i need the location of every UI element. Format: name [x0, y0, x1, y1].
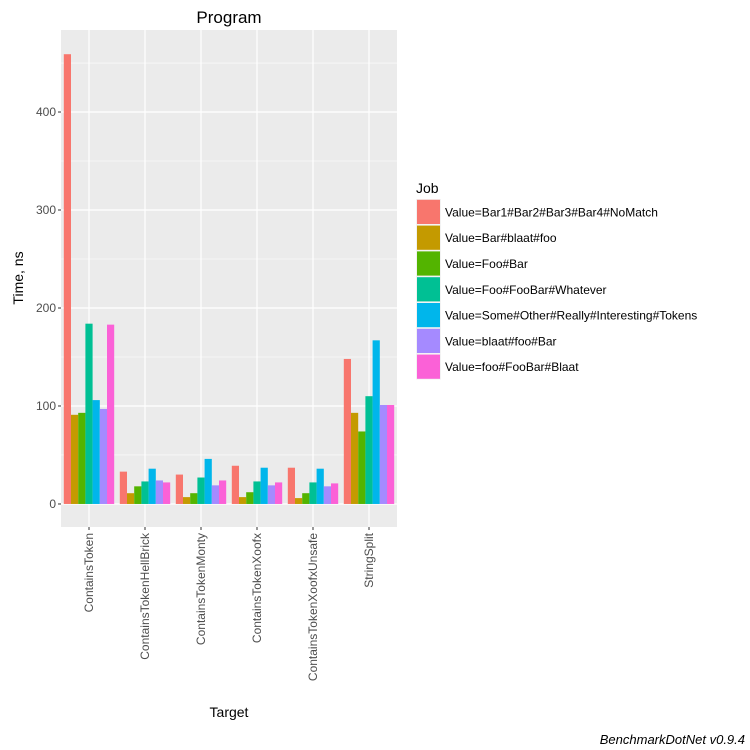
- legend-swatch: [417, 354, 440, 379]
- legend-swatch: [417, 251, 440, 276]
- bar: [231, 465, 239, 504]
- bar: [365, 396, 373, 504]
- bar: [253, 481, 261, 504]
- bar: [275, 482, 283, 504]
- caption: BenchmarkDotNet v0.9.4: [600, 732, 745, 747]
- bar: [379, 405, 387, 504]
- y-axis: 0 100 200 300 400: [36, 105, 61, 511]
- bar: [387, 405, 395, 504]
- bar: [302, 493, 310, 504]
- legend-label: Value=blaat#foo#Bar: [445, 334, 557, 348]
- legend-swatch: [417, 199, 440, 224]
- bar: [183, 497, 191, 504]
- bar: [260, 467, 268, 504]
- x-axis: ContainsToken ContainsTokenHellBrick Conta…: [82, 527, 376, 681]
- y-tick-label: 300: [36, 203, 56, 217]
- legend-label: Value=Foo#Bar: [445, 257, 528, 271]
- bar: [239, 497, 247, 504]
- chart-title: Program: [196, 8, 261, 27]
- bar: [211, 485, 219, 504]
- bar: [358, 431, 366, 504]
- bar: [343, 358, 351, 504]
- bar: [204, 458, 212, 504]
- bar: [323, 486, 331, 504]
- bar: [267, 485, 275, 504]
- bar: [155, 480, 163, 504]
- bar: [331, 483, 339, 504]
- legend-swatch: [417, 225, 440, 250]
- bar: [134, 486, 142, 504]
- plot-panel: [61, 30, 397, 527]
- bar: [190, 493, 198, 504]
- bar: [148, 468, 156, 504]
- bar: [107, 324, 115, 504]
- x-tick-label: ContainsTokenHellBrick: [138, 532, 152, 660]
- legend-swatch: [417, 328, 440, 353]
- legend: Job Value=Bar1#Bar2#Bar3#Bar4#NoMatch Val…: [416, 180, 697, 380]
- legend-swatch: [417, 277, 440, 302]
- bar: [246, 492, 254, 504]
- legend-label: Value=Bar1#Bar2#Bar3#Bar4#NoMatch: [445, 205, 658, 219]
- bar: [372, 340, 380, 504]
- y-axis-label: Time, ns: [10, 251, 26, 304]
- x-tick-label: ContainsTokenXoofxUnsafe: [306, 533, 320, 681]
- bar: [295, 498, 303, 504]
- bar: [71, 414, 79, 504]
- legend-swatch: [417, 303, 440, 328]
- legend-label: Value=Bar#blaat#foo: [445, 231, 557, 245]
- bar: [309, 482, 317, 504]
- x-tick-label: ContainsToken: [82, 533, 96, 612]
- x-tick-label: StringSplit: [362, 532, 376, 587]
- bar: [197, 477, 205, 504]
- bar: [127, 493, 135, 504]
- bar: [175, 474, 183, 504]
- bar: [92, 400, 100, 504]
- bar: [63, 54, 71, 504]
- y-tick-label: 0: [49, 497, 56, 511]
- legend-label: Value=foo#FooBar#Blaat: [445, 360, 579, 374]
- y-tick-label: 200: [36, 301, 56, 315]
- bar: [163, 482, 171, 504]
- legend-title: Job: [416, 180, 439, 196]
- legend-label: Value=Some#Other#Really#Interesting#Toke…: [445, 309, 697, 323]
- x-axis-label: Target: [210, 704, 249, 720]
- legend-label: Value=Foo#FooBar#Whatever: [445, 283, 607, 297]
- bar: [78, 412, 86, 504]
- y-tick-label: 100: [36, 399, 56, 413]
- bar: [119, 471, 127, 504]
- bars: [63, 54, 395, 504]
- bar: [85, 323, 93, 504]
- bar: [99, 408, 107, 504]
- bar: [287, 467, 295, 504]
- x-tick-label: ContainsTokenXoofx: [250, 533, 264, 643]
- bar: [219, 480, 227, 504]
- bar: [316, 468, 324, 504]
- y-tick-label: 400: [36, 105, 56, 119]
- bar: [141, 481, 149, 504]
- x-tick-label: ContainsTokenMonty: [194, 533, 208, 645]
- bar: [351, 412, 359, 504]
